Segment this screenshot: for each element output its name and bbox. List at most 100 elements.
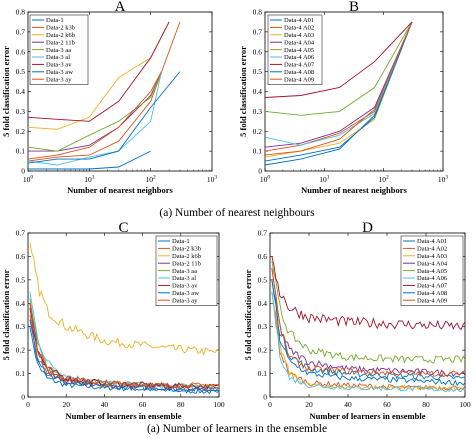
y-tick-label: 0.8 [253, 8, 263, 17]
legend-entry: Data-3 al [46, 54, 70, 61]
legend-entry: Data-4 A04 [417, 260, 448, 267]
legend-entry: Data-4 A01 [417, 238, 447, 245]
legend-entry: Data-3 av [172, 283, 198, 290]
y-tick-label: 0.5 [253, 67, 263, 76]
y-tick-label: 0 [258, 167, 262, 176]
x-tick-label: 40 [101, 400, 109, 409]
y-tick-label: 0.5 [16, 67, 26, 76]
plot-title: A [115, 0, 126, 15]
x-axis-label: Number of learners in ensemble [310, 411, 426, 421]
legend-entry: Data-4 A06 [284, 54, 315, 61]
series-line [265, 21, 413, 166]
x-tick-label: 100 [459, 400, 471, 409]
legend-entry: Data-4 A09 [284, 76, 314, 83]
caption-top: (a) Number of nearest neighbours [159, 207, 315, 219]
series-line [28, 21, 181, 162]
y-tick-label: 0.2 [253, 127, 263, 136]
y-tick-label: 0.7 [16, 27, 26, 36]
legend-entry: Data-3 av [46, 62, 72, 69]
series-line [265, 21, 413, 146]
y-tick-label: 0.1 [253, 147, 263, 156]
series-line [265, 21, 413, 162]
legend-entry: Data-4 A03 [284, 32, 314, 39]
series-line [28, 71, 181, 164]
y-tick-label: 0.2 [16, 346, 26, 355]
series-line [271, 256, 465, 331]
y-tick-label: 0.1 [16, 369, 26, 378]
x-axis-label: Number of learners in ensemble [66, 411, 182, 421]
y-tick-label: 0.5 [258, 275, 268, 284]
x-axis-label: Number of nearest neighbors [301, 185, 407, 195]
y-tick-label: 0.6 [253, 47, 263, 56]
series-line [271, 261, 465, 364]
panel-c: C 0 20 40 60 80 100 0 0.1 0.2 0.3 0.4 0.5 0.6 0.7 Numbe… [1, 220, 225, 421]
series-line [28, 71, 162, 166]
panel-d: D 0 20 40 60 80 100 0 0.1 0.2 0.3 0.4 0.5 0.6 0.7 Numbe… [243, 220, 471, 421]
series-group [29, 242, 219, 395]
legend-entry: Data-3 aa [172, 268, 197, 275]
legend-entry: Data-2 k6b [46, 32, 75, 39]
series-line [29, 303, 219, 389]
x-tick-label: 103 [438, 175, 449, 185]
legend-entry: Data-3 ay [172, 297, 198, 304]
legend-entry: Data-3 aw [172, 290, 199, 297]
y-tick-label: 0.7 [258, 229, 268, 238]
y-tick-label: 0.3 [16, 322, 26, 331]
x-tick-label: 20 [62, 400, 70, 409]
legend-entry: Data-4 A09 [417, 297, 447, 304]
series-line [265, 21, 413, 158]
series-line [28, 71, 162, 152]
x-tick-label: 101 [84, 175, 95, 185]
x-tick-label: 0 [268, 400, 272, 409]
y-tick-label: 0.2 [16, 127, 26, 136]
series-line [271, 291, 465, 391]
series-line [271, 279, 465, 387]
legend-entry: Data-3 aa [46, 47, 71, 54]
y-tick-label: 0.6 [16, 47, 26, 56]
legend-entry: Data-2 11b [46, 39, 75, 46]
y-tick-label: 0.3 [16, 107, 26, 116]
series-line [265, 21, 413, 152]
legend-entry: Data-3 ay [46, 76, 72, 83]
x-tick-label: 100 [260, 175, 271, 185]
legend-entry: Data-4 A07 [284, 62, 315, 69]
legend-entry: Data-2 k6b [172, 253, 201, 260]
legend-entry: Data-4 A07 [417, 283, 448, 290]
panel-a: A 100 101 102 103 0 0.1 0.2 0.3 0.4 0.5 0.6 0.7 0.8 Nu… [1, 0, 217, 195]
y-tick-label: 0 [21, 393, 25, 402]
y-tick-label: 0 [21, 167, 25, 176]
series-group [271, 256, 465, 393]
y-tick-label: 0 [263, 393, 267, 402]
y-tick-label: 0.8 [16, 8, 26, 17]
y-tick-label: 0.6 [16, 252, 26, 261]
series-line [28, 71, 162, 160]
legend-entry: Data-4 A03 [417, 253, 447, 260]
y-tick-label: 0.1 [16, 147, 26, 156]
legend-entry: Data-1 [46, 17, 64, 24]
series-line [265, 21, 413, 98]
y-tick-label: 0.4 [16, 299, 26, 308]
legend-entry: Data-4 A02 [417, 246, 447, 253]
x-tick-label: 60 [139, 400, 147, 409]
legend-entry: Data-4 A06 [417, 275, 448, 282]
x-tick-label: 102 [379, 175, 390, 185]
panel-b: B 100 101 102 103 0 0.1 0.2 0.3 0.4 0.5 0.6 0.7 0.8 Nu… [238, 0, 448, 195]
legend-entry: Data-3 al [172, 275, 196, 282]
y-tick-label: 0.1 [258, 369, 268, 378]
x-tick-label: 20 [305, 400, 313, 409]
y-tick-label: 0.4 [16, 87, 26, 96]
x-tick-label: 101 [319, 175, 330, 185]
legend-entry: Data-4 A04 [284, 39, 315, 46]
y-tick-label: 0.3 [258, 322, 268, 331]
legend-entry: Data-2 k3b [172, 246, 201, 253]
y-tick-label: 0.2 [258, 346, 268, 355]
plot-title: B [349, 0, 359, 15]
series-line [271, 291, 465, 393]
series-line [29, 242, 219, 356]
series-line [265, 21, 413, 156]
